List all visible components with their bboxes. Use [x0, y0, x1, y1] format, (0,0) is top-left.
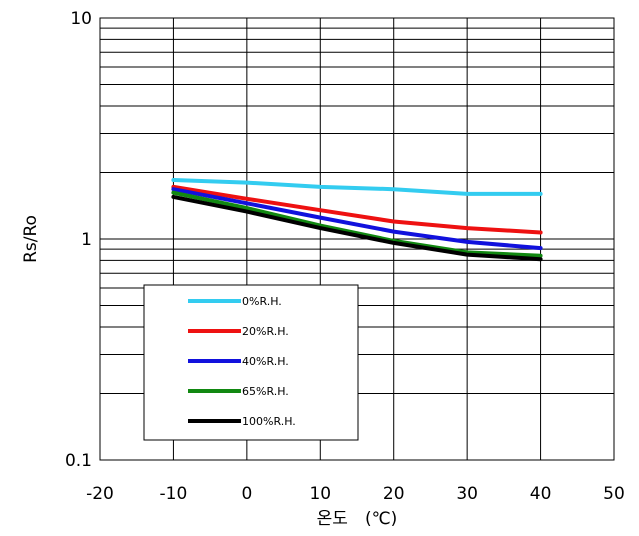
- x-axis-title: 온도 (℃): [317, 509, 398, 529]
- legend-box: [143, 284, 359, 441]
- y-tick-labels: 0.1 1 10: [65, 9, 92, 471]
- y-tick-label: 10: [70, 9, 92, 29]
- x-tick-label: 0: [241, 484, 252, 504]
- x-tick-label: 20: [383, 484, 405, 504]
- x-tick-label: 10: [309, 484, 331, 504]
- legend-label-1: 20%R.H.: [242, 325, 289, 338]
- x-tick-label: 30: [456, 484, 478, 504]
- y-axis-title: Rs/Ro: [21, 215, 41, 263]
- series-line-1: [171, 184, 543, 235]
- legend-label-2: 40%R.H.: [242, 355, 289, 368]
- y-tick-label: 0.1: [65, 451, 92, 471]
- legend-label-3: 65%R.H.: [242, 385, 289, 398]
- legend-label-4: 100%R.H.: [242, 415, 296, 428]
- series-line-2: [171, 187, 543, 251]
- plot-frame: [99, 17, 615, 461]
- x-tick-label: -10: [160, 484, 188, 504]
- x-tick-label: -20: [86, 484, 114, 504]
- legend: 0%R.H. 20%R.H. 40%R.H. 65%R.H. 100%R.H.: [143, 284, 359, 441]
- x-tick-labels: -20 -10 0 10 20 30 40 50: [86, 484, 625, 504]
- x-tick-label: 40: [530, 484, 552, 504]
- series-line-4: [171, 194, 543, 262]
- y-tick-label: 1: [81, 230, 92, 250]
- series-lines: [171, 178, 543, 262]
- series-line-0: [171, 178, 543, 196]
- series-line-3: [171, 190, 543, 258]
- x-tick-label: 50: [603, 484, 625, 504]
- legend-label-0: 0%R.H.: [242, 295, 282, 308]
